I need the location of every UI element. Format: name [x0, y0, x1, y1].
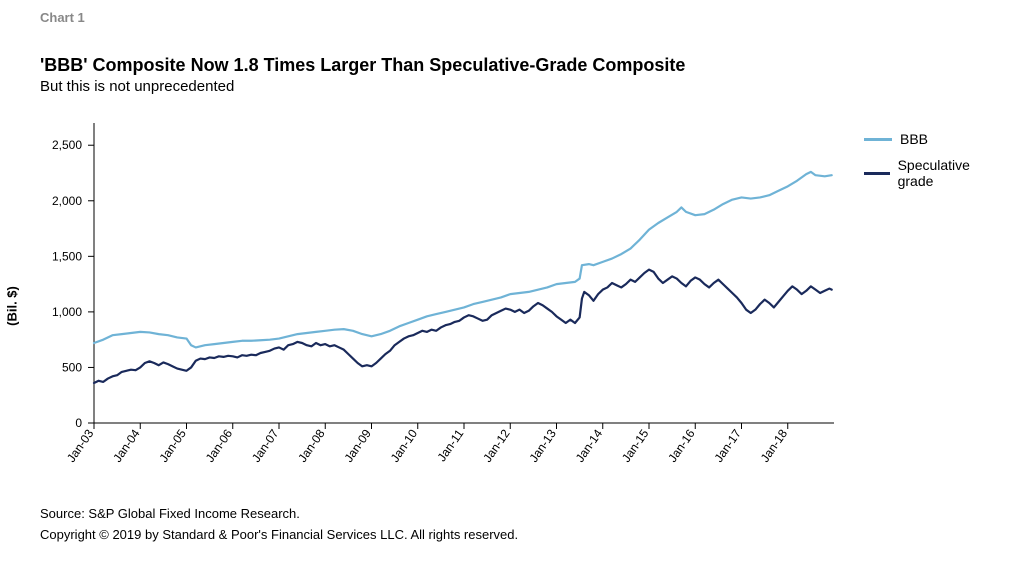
svg-text:Jan-09: Jan-09	[341, 426, 374, 464]
legend-swatch	[864, 172, 890, 175]
legend-item: BBB	[864, 131, 1000, 147]
svg-text:Jan-10: Jan-10	[388, 426, 421, 464]
svg-text:2,000: 2,000	[52, 194, 82, 208]
footer-source: Source: S&P Global Fixed Income Research…	[40, 504, 1000, 525]
chart-page: Chart 1 'BBB' Composite Now 1.8 Times La…	[0, 0, 1030, 564]
line-chart-svg: 0 500 1,000 1,500 2,000 2,500 Jan-03 Jan-04 Jan-…	[40, 113, 844, 493]
plot-column: (Bil. $) 05001,0001,5002,0002,500Jan-03J…	[40, 113, 844, 498]
svg-text:0: 0	[75, 416, 82, 430]
svg-text:Jan-14: Jan-14	[573, 426, 606, 464]
svg-text:2,500: 2,500	[52, 138, 82, 152]
svg-text:Jan-17: Jan-17	[711, 426, 744, 464]
chart-title: 'BBB' Composite Now 1.8 Times Larger Tha…	[40, 55, 1000, 76]
footer-copyright: Copyright © 2019 by Standard & Poor's Fi…	[40, 525, 1000, 546]
svg-text:Jan-16: Jan-16	[665, 426, 698, 464]
plot-wrap: (Bil. $) 05001,0001,5002,0002,500Jan-03J…	[40, 113, 1000, 498]
legend-label: Speculative grade	[898, 157, 1000, 189]
svg-text:Jan-08: Jan-08	[295, 426, 328, 464]
svg-text:Jan-11: Jan-11	[434, 426, 466, 464]
svg-text:500: 500	[62, 360, 82, 374]
svg-text:1,000: 1,000	[52, 305, 82, 319]
svg-text:Jan-07: Jan-07	[249, 426, 282, 464]
chart-legend: BBB Speculative grade	[844, 113, 1000, 498]
chart-footer: Source: S&P Global Fixed Income Research…	[40, 504, 1000, 546]
svg-text:Jan-04: Jan-04	[110, 426, 143, 464]
legend-swatch	[864, 138, 892, 141]
svg-text:Jan-05: Jan-05	[156, 426, 189, 464]
svg-text:Jan-13: Jan-13	[526, 426, 559, 464]
y-axis-label: (Bil. $)	[5, 286, 20, 326]
svg-text:Jan-15: Jan-15	[619, 426, 652, 464]
chart-number-label: Chart 1	[40, 10, 1000, 25]
svg-text:Jan-12: Jan-12	[480, 426, 513, 464]
svg-text:Jan-06: Jan-06	[203, 426, 236, 464]
svg-text:Jan-03: Jan-03	[64, 426, 97, 464]
chart-subtitle: But this is not unprecedented	[40, 78, 1000, 95]
svg-text:1,500: 1,500	[52, 249, 82, 263]
legend-item: Speculative grade	[864, 157, 1000, 189]
legend-label: BBB	[900, 131, 928, 147]
svg-text:Jan-18: Jan-18	[758, 426, 791, 464]
